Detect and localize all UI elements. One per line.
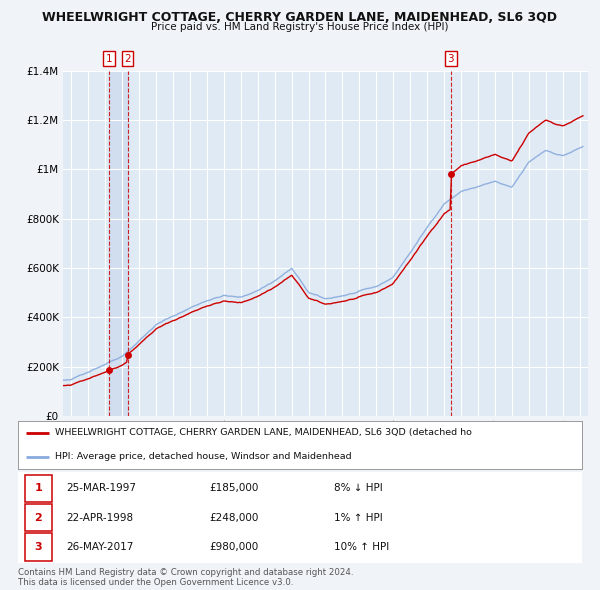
Text: 1: 1 [34, 483, 42, 493]
Text: HPI: Average price, detached house, Windsor and Maidenhead: HPI: Average price, detached house, Wind… [55, 453, 351, 461]
Text: 2: 2 [34, 513, 42, 523]
Text: 22-APR-1998: 22-APR-1998 [66, 513, 133, 523]
FancyBboxPatch shape [25, 504, 52, 532]
Text: £185,000: £185,000 [210, 483, 259, 493]
Text: 3: 3 [34, 542, 42, 552]
Text: WHEELWRIGHT COTTAGE, CHERRY GARDEN LANE, MAIDENHEAD, SL6 3QD: WHEELWRIGHT COTTAGE, CHERRY GARDEN LANE,… [43, 11, 557, 24]
Text: 2: 2 [124, 54, 131, 64]
Text: 10% ↑ HPI: 10% ↑ HPI [334, 542, 389, 552]
Text: Contains HM Land Registry data © Crown copyright and database right 2024.: Contains HM Land Registry data © Crown c… [18, 568, 353, 576]
Text: 1: 1 [106, 54, 112, 64]
FancyBboxPatch shape [25, 533, 52, 560]
Text: £248,000: £248,000 [210, 513, 259, 523]
Text: 26-MAY-2017: 26-MAY-2017 [66, 542, 133, 552]
Text: 8% ↓ HPI: 8% ↓ HPI [334, 483, 383, 493]
Text: 25-MAR-1997: 25-MAR-1997 [66, 483, 136, 493]
Text: This data is licensed under the Open Government Licence v3.0.: This data is licensed under the Open Gov… [18, 578, 293, 587]
FancyBboxPatch shape [25, 475, 52, 502]
Bar [109, 71, 128, 416]
Text: WHEELWRIGHT COTTAGE, CHERRY GARDEN LANE, MAIDENHEAD, SL6 3QD (detached ho: WHEELWRIGHT COTTAGE, CHERRY GARDEN LANE,… [55, 428, 472, 437]
Text: Price paid vs. HM Land Registry's House Price Index (HPI): Price paid vs. HM Land Registry's House … [151, 22, 449, 32]
Text: 3: 3 [448, 54, 454, 64]
Text: 1% ↑ HPI: 1% ↑ HPI [334, 513, 383, 523]
Text: £980,000: £980,000 [210, 542, 259, 552]
